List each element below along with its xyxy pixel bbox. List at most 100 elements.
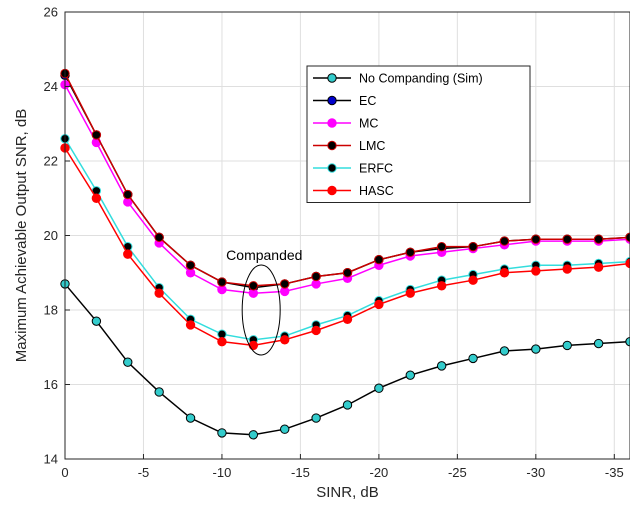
- series-point: [562, 234, 572, 244]
- ticks: 0 -5 -10 -15 -20 -25 -30 -35 14 16 18 20 22 24 26: [44, 5, 624, 481]
- series-point: [625, 336, 630, 347]
- series-point: [499, 346, 510, 356]
- series-point: [311, 413, 321, 423]
- series-3: [60, 68, 630, 291]
- series-point: [531, 234, 541, 244]
- y-tick-label: 26: [44, 5, 58, 20]
- series-point: [342, 268, 353, 278]
- y-tick-label: 14: [44, 452, 58, 467]
- legend-marker: [327, 140, 337, 151]
- series-point: [248, 430, 259, 440]
- legend-marker: [327, 118, 337, 128]
- series-point: [499, 268, 510, 278]
- x-tick-label: -25: [448, 465, 467, 480]
- series-point: [217, 277, 227, 287]
- x-tick-label: -15: [291, 465, 310, 480]
- legend-label: No Companding (Sim): [359, 72, 483, 86]
- x-axis-label: SINR, dB: [316, 484, 379, 501]
- series-point: [280, 279, 290, 289]
- series-point: [562, 264, 572, 274]
- y-tick-label: 20: [44, 228, 58, 243]
- annotation-label: Companded: [226, 247, 302, 263]
- series-point: [123, 249, 133, 259]
- series-point: [91, 193, 102, 203]
- series-point: [531, 266, 541, 276]
- series-point: [123, 357, 133, 367]
- legend-label: HASC: [359, 184, 394, 198]
- series-point: [311, 271, 321, 282]
- series-point: [593, 234, 604, 244]
- series-point: [405, 370, 415, 380]
- x-tick-label: -10: [213, 465, 232, 480]
- series-point: [342, 314, 353, 325]
- series-point: [468, 275, 478, 285]
- legend-label: ERFC: [359, 162, 393, 176]
- series-point: [593, 262, 604, 272]
- companded-ellipse: [241, 264, 281, 356]
- legend-label: EC: [359, 94, 376, 108]
- series-point: [342, 400, 353, 410]
- series-point: [625, 258, 630, 269]
- legend: No Companding (Sim) EC MC LMC ERFC HASC: [306, 65, 531, 203]
- series-point: [154, 288, 164, 298]
- series-point: [436, 361, 447, 371]
- series-point: [91, 316, 102, 326]
- legend-entry: MC: [313, 117, 378, 131]
- series-point: [91, 130, 102, 140]
- legend-label: LMC: [359, 139, 385, 153]
- series-point: [593, 338, 604, 349]
- series-point: [436, 281, 447, 291]
- series-point: [280, 424, 290, 434]
- series-point: [280, 335, 290, 345]
- x-tick-label: -20: [369, 465, 388, 480]
- series-5: [60, 143, 630, 351]
- legend-marker: [327, 185, 337, 196]
- series-point: [217, 428, 227, 438]
- series-point: [499, 236, 510, 246]
- series-point: [625, 232, 630, 243]
- y-tick-label: 22: [44, 154, 58, 169]
- annotation: Companded: [226, 247, 302, 356]
- y-tick-label: 18: [44, 303, 58, 318]
- series-point: [468, 241, 478, 252]
- legend-marker: [327, 163, 337, 173]
- series-point: [185, 260, 196, 270]
- legend-entry: ERFC: [313, 162, 393, 176]
- x-tick-label: -35: [605, 465, 624, 480]
- series-point: [374, 299, 384, 310]
- series-point: [185, 413, 196, 423]
- series-point: [531, 344, 541, 354]
- series-point: [468, 353, 478, 364]
- series-point: [562, 340, 572, 351]
- series-point: [217, 336, 227, 347]
- legend-marker: [327, 95, 337, 106]
- series-point: [248, 340, 259, 351]
- y-axis-label: Maximum Achievable Output SNR, dB: [13, 109, 30, 362]
- legend-marker: [327, 73, 337, 83]
- series-point: [405, 288, 415, 298]
- series-point: [123, 189, 133, 200]
- series-point: [405, 247, 415, 257]
- legend-box: [306, 65, 531, 203]
- x-tick-label: -5: [138, 465, 150, 480]
- y-tick-label: 16: [44, 377, 58, 392]
- series-point: [374, 255, 384, 265]
- series-2: [60, 79, 630, 298]
- legend-entry: HASC: [313, 184, 394, 198]
- legend-entry: LMC: [313, 139, 385, 153]
- legend-entry: EC: [313, 94, 376, 108]
- y-tick-label: 24: [44, 79, 58, 94]
- legend-entry: No Companding (Sim): [313, 72, 483, 86]
- series-point: [248, 281, 259, 291]
- series-point: [185, 320, 196, 330]
- x-tick-label: -30: [526, 465, 545, 480]
- series-point: [374, 383, 384, 393]
- legend-label: MC: [359, 117, 378, 131]
- x-tick-label: 0: [61, 465, 68, 480]
- series-point: [436, 241, 447, 252]
- series-layer: [60, 68, 630, 440]
- series-point: [154, 387, 164, 397]
- series-point: [311, 325, 321, 336]
- series-point: [154, 232, 164, 243]
